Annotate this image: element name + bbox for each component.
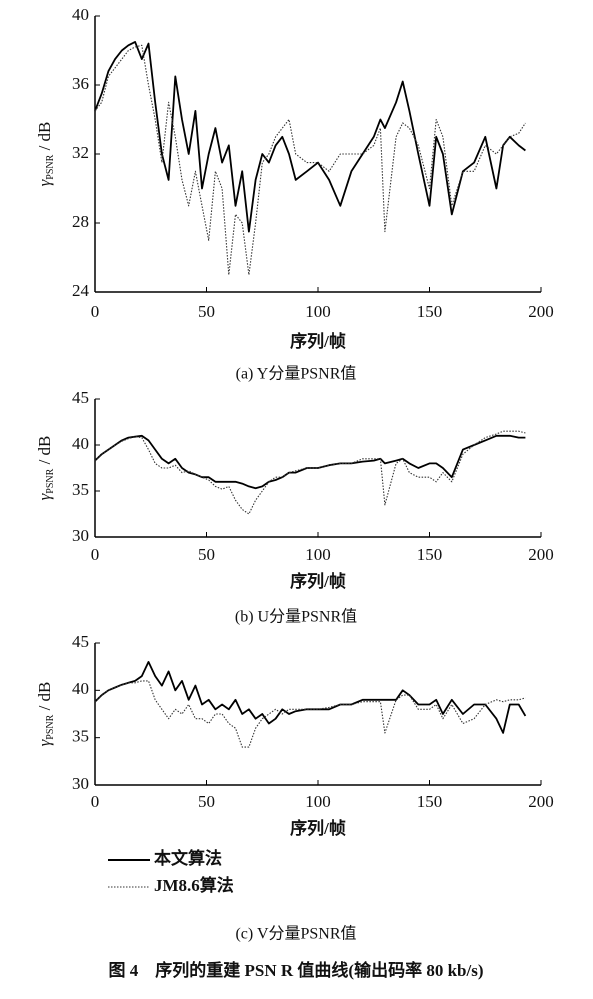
y-axis-label-part: γ (35, 492, 54, 500)
y-axis-label-part: PSNR (45, 154, 56, 179)
series-line (94, 41, 526, 233)
y-tick-label: 35 (72, 727, 89, 746)
x-tick-label: 200 (528, 302, 554, 321)
y-tick-label: 40 (72, 5, 89, 24)
subplot-caption: (b) U分量PSNR值 (235, 608, 357, 626)
y-axis-label: γPSNR / dB (35, 436, 56, 501)
x-axis-label: 序列/帧 (290, 571, 346, 591)
x-tick-label: 100 (305, 302, 331, 321)
y-tick-label: 30 (72, 774, 89, 793)
series-line (94, 661, 527, 734)
y-tick-label: 32 (72, 143, 89, 162)
series-line (94, 680, 526, 748)
x-tick-label: 50 (198, 792, 215, 811)
y-tick-label: 30 (72, 526, 89, 545)
legend-label: JM8.6算法 (154, 875, 234, 895)
series-line (94, 434, 526, 490)
x-tick-label: 0 (91, 792, 100, 811)
x-tick-label: 50 (198, 545, 215, 564)
y-axis-label-part: γ (35, 738, 54, 746)
x-axis-label: 序列/帧 (290, 818, 346, 838)
legend-label: 本文算法 (154, 848, 222, 868)
y-tick-label: 28 (72, 212, 89, 231)
x-tick-label: 150 (417, 792, 443, 811)
x-tick-label: 200 (528, 545, 554, 564)
x-tick-label: 50 (198, 302, 215, 321)
y-tick-label: 36 (72, 74, 89, 93)
y-axis-label-part: PSNR (45, 714, 56, 739)
y-axis-label-part: PSNR (45, 468, 56, 493)
x-tick-label: 0 (91, 302, 100, 321)
y-tick-label: 45 (72, 632, 89, 651)
y-axis-label: γPSNR / dB (35, 682, 56, 747)
x-tick-label: 150 (417, 302, 443, 321)
y-tick-label: 35 (72, 480, 89, 499)
y-tick-label: 24 (72, 281, 90, 300)
x-tick-label: 200 (528, 792, 554, 811)
x-tick-label: 100 (305, 792, 331, 811)
y-tick-label: 40 (72, 679, 89, 698)
y-axis-label-part: / dB (35, 436, 54, 469)
series-line (94, 430, 526, 515)
subplot-caption: (c) V分量PSNR值 (235, 925, 356, 943)
x-tick-label: 0 (91, 545, 100, 564)
subplot-caption: (a) Y分量PSNR值 (236, 365, 357, 383)
x-tick-label: 150 (417, 545, 443, 564)
x-tick-label: 100 (305, 545, 331, 564)
x-axis-label: 序列/帧 (290, 331, 346, 351)
series-line (94, 44, 526, 276)
y-axis-label-part: / dB (35, 682, 54, 715)
figure-caption: 图 4 序列的重建 PSN R 值曲线(输出码率 80 kb/s) (109, 960, 484, 980)
y-tick-label: 40 (72, 434, 89, 453)
y-tick-label: 45 (72, 388, 89, 407)
y-axis-label-part: / dB (35, 122, 54, 155)
y-axis-label: γPSNR / dB (35, 122, 56, 187)
y-axis-label-part: γ (35, 178, 54, 186)
